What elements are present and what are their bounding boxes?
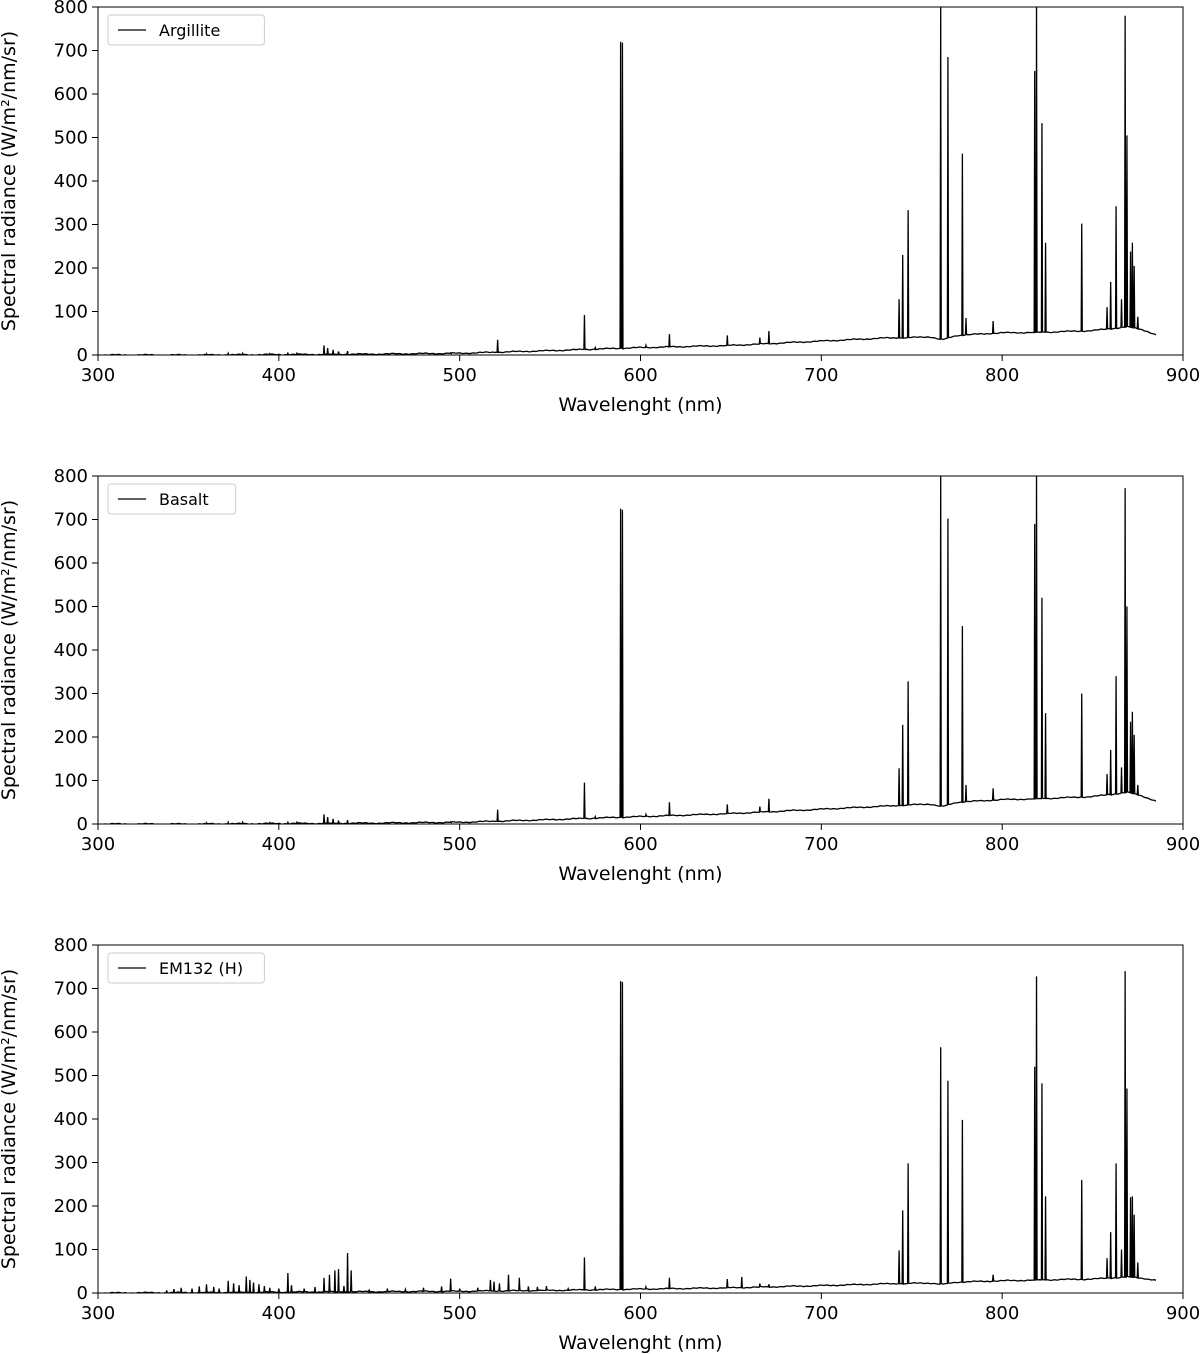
x-tick-label: 900 — [1166, 834, 1200, 855]
legend-label: EM132 (H) — [159, 959, 243, 978]
y-tick-label: 300 — [54, 684, 88, 705]
x-tick-label: 800 — [985, 365, 1019, 386]
y-tick-label: 200 — [54, 1196, 88, 1217]
x-tick-label: 400 — [262, 834, 296, 855]
y-tick-label: 100 — [54, 302, 88, 323]
x-tick-label: 600 — [623, 834, 657, 855]
spectrum-series-line — [98, 7, 1157, 355]
y-tick-label: 0 — [77, 345, 88, 366]
y-tick-label: 600 — [54, 84, 88, 105]
y-tick-label: 400 — [54, 640, 88, 661]
x-axis-label: Wavelenght (nm) — [558, 863, 722, 885]
y-tick-label: 800 — [54, 466, 88, 487]
y-tick-label: 0 — [77, 814, 88, 835]
y-axis-label: Spectral radiance (W/m²/nm/sr) — [0, 31, 20, 331]
legend-box — [107, 952, 265, 984]
chart-panel-3: 300 400 500 600 700 800 900 0 100 200 300 400 500 600… — [0, 935, 1200, 1354]
x-tick-label: 400 — [262, 365, 296, 386]
y-tick-label: 200 — [54, 727, 88, 748]
x-axis-label: Wavelenght (nm) — [558, 394, 722, 416]
y-tick-label: 600 — [54, 553, 88, 574]
x-tick-label: 800 — [985, 834, 1019, 855]
x-tick-label: 700 — [804, 365, 838, 386]
legend: Basalt — [107, 483, 237, 515]
axes-frame — [97, 475, 1184, 825]
y-axis-label: Spectral radiance (W/m²/nm/sr) — [0, 969, 20, 1269]
x-tick-label: 800 — [985, 1303, 1019, 1324]
y-tick-label: 500 — [54, 597, 88, 618]
y-tick-label: 500 — [54, 128, 88, 149]
x-tick-label: 900 — [1166, 365, 1200, 386]
y-tick-label: 700 — [54, 510, 88, 531]
chart-panel-1: 300 400 500 600 700 800 900 0 100 200 300 400 500 600… — [0, 0, 1200, 416]
x-tick-label: 500 — [442, 1303, 476, 1324]
y-tick-label: 800 — [54, 935, 88, 956]
x-tick-label: 600 — [623, 365, 657, 386]
x-tick-label: 300 — [81, 1303, 115, 1324]
x-tick-label: 300 — [81, 834, 115, 855]
chart-panel-2: 300 400 500 600 700 800 900 0 100 200 300 400 500 600… — [0, 466, 1200, 885]
y-tick-label: 800 — [54, 0, 88, 18]
x-tick-label: 400 — [262, 1303, 296, 1324]
x-tick-label: 700 — [804, 834, 838, 855]
legend-box — [107, 14, 265, 46]
y-axis-label: Spectral radiance (W/m²/nm/sr) — [0, 500, 20, 800]
axes-frame — [97, 6, 1184, 356]
x-tick-label: 600 — [623, 1303, 657, 1324]
x-tick-label: 900 — [1166, 1303, 1200, 1324]
spectrum-series-line — [98, 971, 1157, 1293]
y-tick-label: 0 — [77, 1283, 88, 1304]
legend-box — [107, 483, 237, 515]
y-tick-label: 400 — [54, 1109, 88, 1130]
spectrum-series-line — [98, 476, 1157, 824]
y-tick-label: 200 — [54, 258, 88, 279]
axes-frame — [97, 944, 1184, 1294]
y-tick-label: 600 — [54, 1022, 88, 1043]
x-tick-label: 700 — [804, 1303, 838, 1324]
x-tick-label: 500 — [442, 834, 476, 855]
x-axis-label: Wavelenght (nm) — [558, 1332, 722, 1354]
y-tick-label: 500 — [54, 1066, 88, 1087]
legend: Argillite — [107, 14, 265, 46]
x-tick-label: 500 — [442, 365, 476, 386]
legend-label: Basalt — [159, 490, 209, 509]
legend: EM132 (H) — [107, 952, 265, 984]
y-tick-label: 300 — [54, 215, 88, 236]
x-tick-label: 300 — [81, 365, 115, 386]
y-tick-label: 100 — [54, 1240, 88, 1261]
legend-label: Argillite — [159, 21, 220, 40]
y-tick-label: 400 — [54, 171, 88, 192]
y-tick-label: 300 — [54, 1153, 88, 1174]
y-tick-label: 700 — [54, 979, 88, 1000]
y-tick-label: 700 — [54, 41, 88, 62]
y-tick-label: 100 — [54, 771, 88, 792]
